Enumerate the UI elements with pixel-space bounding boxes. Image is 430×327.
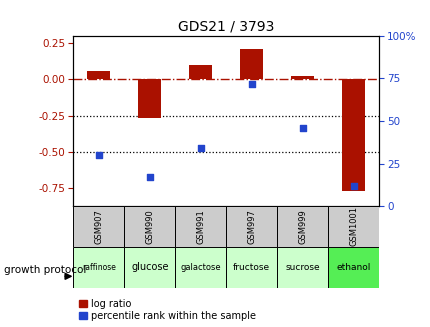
Text: ethanol: ethanol (336, 263, 370, 272)
Title: GDS21 / 3793: GDS21 / 3793 (178, 19, 274, 33)
Point (248, 81, 255, 86)
Bar (276, 206, 328, 247)
Text: sucrose: sucrose (285, 263, 319, 272)
Point (197, 146, 204, 151)
Point (95, 152, 102, 158)
Text: GSM907: GSM907 (94, 209, 103, 244)
Bar (328, 206, 378, 247)
Bar (341, 79, 364, 191)
Point (146, 175, 153, 180)
Bar (138, 79, 161, 118)
Bar (189, 65, 212, 79)
Text: raffinose: raffinose (82, 263, 115, 272)
Bar (276, 247, 328, 288)
Point (350, 183, 356, 188)
Text: GSM991: GSM991 (196, 209, 205, 244)
Text: GSM999: GSM999 (298, 209, 307, 244)
Bar (291, 77, 313, 79)
Point (298, 125, 305, 130)
Bar (226, 206, 276, 247)
Text: GSM997: GSM997 (247, 209, 256, 244)
Text: GSM990: GSM990 (145, 209, 154, 244)
Bar (226, 247, 276, 288)
Bar (175, 206, 226, 247)
Text: glucose: glucose (131, 262, 168, 272)
Bar (124, 247, 175, 288)
Text: fructose: fructose (233, 263, 270, 272)
Text: galactose: galactose (180, 263, 221, 272)
Bar (175, 247, 226, 288)
Bar (124, 206, 175, 247)
Bar (87, 71, 110, 79)
Text: GSM1001: GSM1001 (348, 206, 357, 247)
Bar (73, 206, 124, 247)
Bar (73, 247, 124, 288)
Text: growth protocol: growth protocol (4, 265, 86, 275)
Bar (240, 49, 263, 79)
Bar (328, 247, 378, 288)
Legend: log ratio, percentile rank within the sample: log ratio, percentile rank within the sa… (78, 298, 256, 322)
